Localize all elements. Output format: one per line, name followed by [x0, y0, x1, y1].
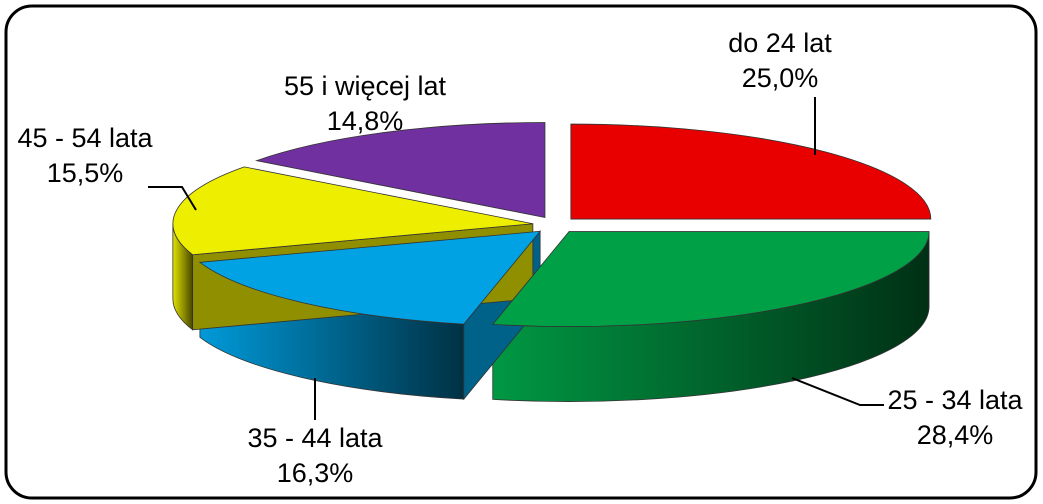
category-label: 55 i więcej lat [284, 71, 447, 101]
slice [254, 122, 546, 218]
category-label: do 24 lat [728, 28, 832, 58]
pie-tops [172, 122, 932, 327]
value-label: 14,8% [327, 106, 404, 136]
slice [172, 166, 533, 256]
value-label: 28,4% [917, 420, 994, 450]
category-label: 25 - 34 lata [887, 385, 1023, 415]
category-label: 45 - 54 lata [17, 123, 153, 153]
leader-line [148, 186, 197, 211]
leader-line [791, 377, 884, 406]
value-label: 16,3% [277, 458, 354, 488]
slice [198, 230, 542, 325]
slice [570, 123, 932, 220]
pie-labels: do 24 lat 25,0% 25 - 34 lata 28,4% 35 - 44 l… [17, 28, 1023, 488]
category-label: 35 - 44 lata [247, 423, 383, 453]
value-label: 25,0% [742, 63, 819, 93]
value-label: 15,5% [47, 158, 124, 188]
slice [491, 231, 930, 327]
